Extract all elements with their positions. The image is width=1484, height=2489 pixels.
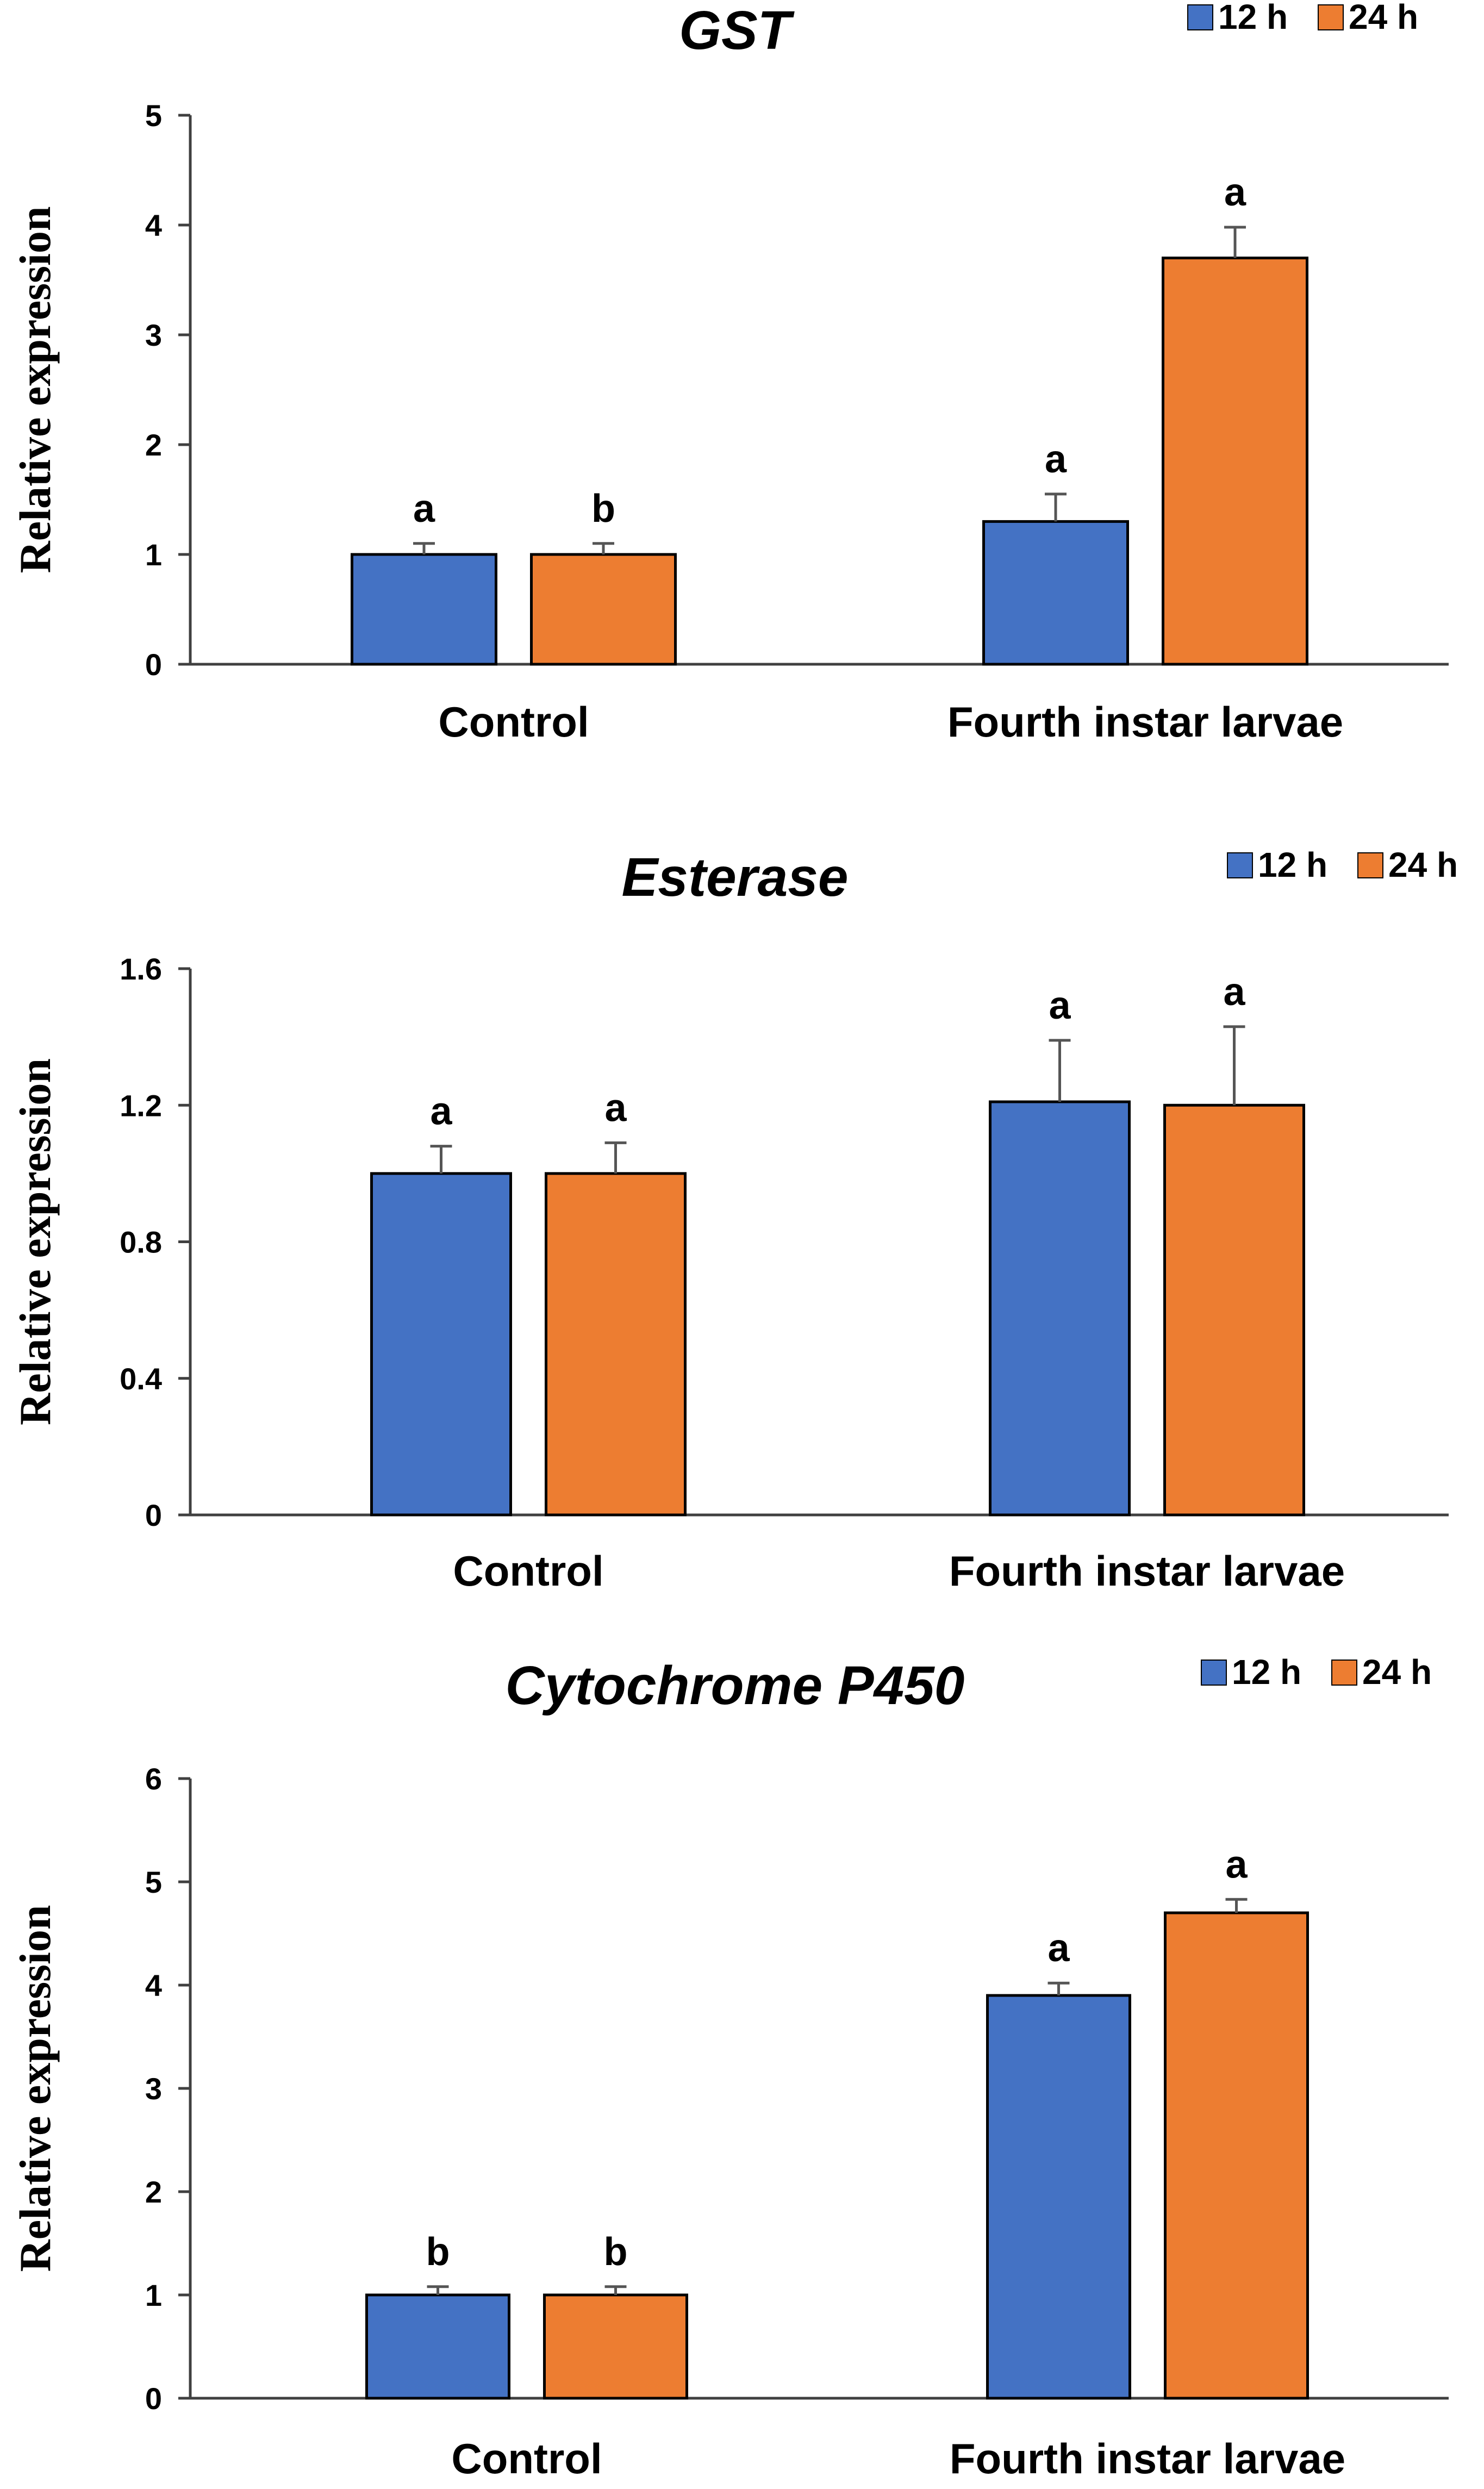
legend-label: 12 h — [1218, 0, 1288, 36]
y-tick-label: 4 — [145, 1968, 162, 2003]
bar-12h-fourth-instar-larvae — [986, 1994, 1131, 2400]
bar-24h-fourth-instar-larvae — [1164, 1911, 1309, 2400]
category-label: Control — [453, 1547, 603, 1595]
legend-label: 24 h — [1349, 0, 1418, 36]
y-tick-label: 1 — [145, 2278, 162, 2312]
chart-title: Esterase — [622, 847, 849, 908]
y-tick-label: 5 — [145, 1865, 162, 1899]
y-tick-label: 4 — [145, 208, 162, 242]
y-tick-label: 0.4 — [120, 1362, 162, 1396]
significance-label: b — [591, 487, 615, 531]
legend-swatch-24h — [1331, 1660, 1357, 1686]
category-label: Fourth instar larvae — [950, 2435, 1345, 2482]
bar-12h-control — [365, 2293, 510, 2400]
y-tick-label: 5 — [145, 98, 162, 133]
significance-label: a — [430, 1090, 452, 1133]
legend-swatch-24h — [1357, 852, 1383, 878]
significance-label: b — [604, 2230, 628, 2274]
bar-24h-control — [545, 1172, 687, 1517]
y-tick-label: 0.8 — [120, 1225, 162, 1259]
chart-title: GST — [679, 0, 795, 61]
y-tick-label: 1 — [145, 538, 162, 572]
bar-12h-control — [370, 1172, 512, 1517]
bar-24h-fourth-instar-larvae — [1163, 1103, 1305, 1517]
y-tick-label: 3 — [145, 2072, 162, 2106]
legend-swatch-24h — [1318, 4, 1344, 30]
bar-12h-fourth-instar-larvae — [989, 1100, 1131, 1517]
significance-label: a — [1049, 984, 1071, 1027]
significance-label: b — [426, 2230, 450, 2274]
legend-label: 12 h — [1232, 1652, 1301, 1692]
significance-label: a — [413, 487, 435, 531]
bar-24h-fourth-instar-larvae — [1162, 257, 1308, 666]
chart-panel-3: Cytochrome P450 12 h 24 h Relative expressi… — [10, 1652, 1449, 2482]
y-tick-label: 6 — [145, 1762, 162, 1796]
legend-label: 24 h — [1362, 1652, 1432, 1692]
significance-label: a — [1223, 970, 1245, 1014]
bar-12h-fourth-instar-larvae — [982, 520, 1129, 666]
significance-label: a — [604, 1086, 627, 1130]
y-tick-label: 0 — [145, 2381, 162, 2416]
bar-24h-control — [543, 2293, 688, 2400]
legend-label: 12 h — [1258, 845, 1327, 884]
chart-panel-2: Esterase 12 h 24 h Relative expression 0 0.4 0… — [10, 845, 1458, 1595]
legend-swatch-12h — [1227, 852, 1253, 878]
y-tick-label: 0 — [145, 1498, 162, 1532]
y-axis-label: Relative expression — [10, 1905, 60, 2272]
chart-panel-1: GST 12 h 24 h Relative expression 0 1 2 3 4 5 a b Co… — [10, 0, 1449, 746]
significance-label: a — [1047, 1926, 1070, 1970]
y-tick-label: 0 — [145, 647, 162, 682]
category-label: Fourth instar larvae — [947, 698, 1343, 746]
legend-swatch-12h — [1187, 4, 1213, 30]
y-axis-label: Relative expression — [10, 207, 60, 573]
significance-label: a — [1224, 171, 1246, 214]
y-tick-label: 1.6 — [120, 952, 162, 986]
bar-12h-control — [351, 553, 497, 666]
y-tick-label: 2 — [145, 428, 162, 462]
significance-label: a — [1045, 438, 1067, 481]
bar-24h-control — [530, 553, 677, 666]
y-tick-label: 1.2 — [120, 1088, 162, 1122]
legend-label: 24 h — [1388, 845, 1458, 884]
y-axis-label: Relative expression — [10, 1058, 60, 1425]
category-label: Control — [451, 2435, 602, 2482]
significance-label: a — [1225, 1843, 1248, 1886]
category-label: Control — [438, 698, 589, 746]
y-tick-label: 2 — [145, 2175, 162, 2209]
category-label: Fourth instar larvae — [949, 1547, 1345, 1595]
legend-swatch-12h — [1201, 1660, 1227, 1686]
y-tick-label: 3 — [145, 318, 162, 352]
chart-title: Cytochrome P450 — [506, 1655, 965, 1716]
